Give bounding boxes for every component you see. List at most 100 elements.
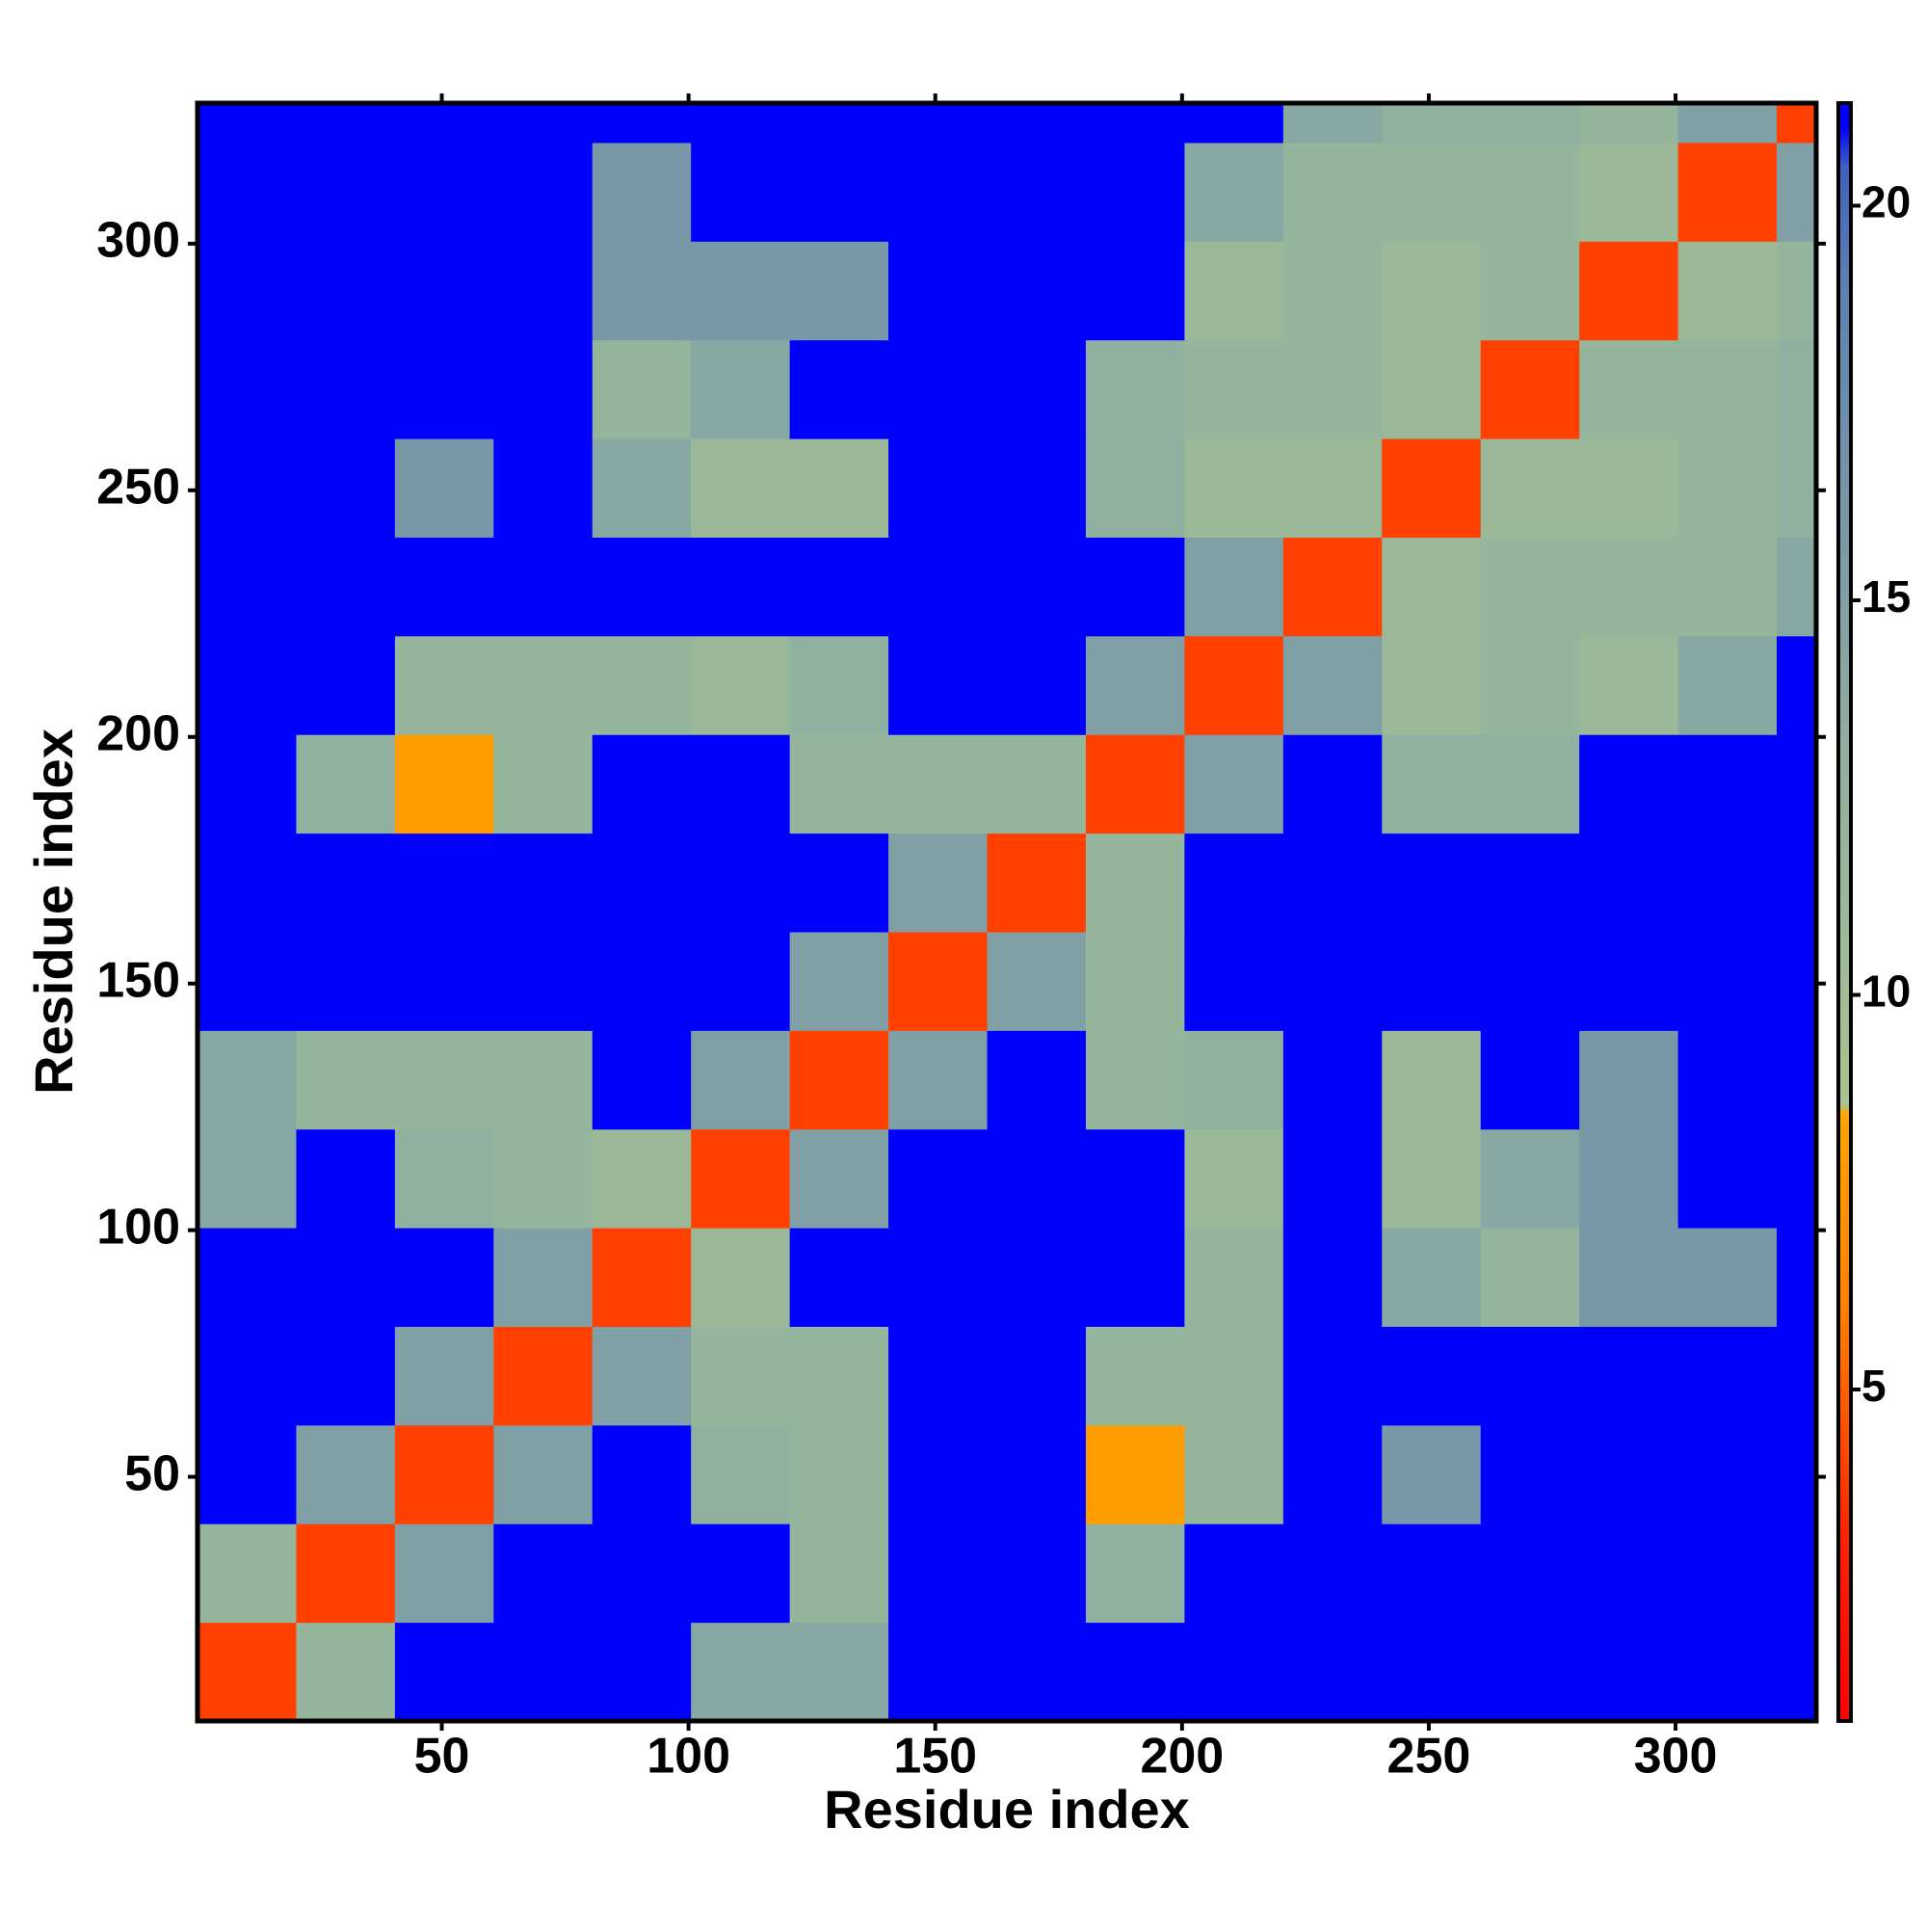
heatmap-cell — [493, 241, 594, 341]
y-tick-label: 250 — [96, 460, 180, 516]
heatmap-cell — [987, 635, 1087, 735]
heatmap-cell — [888, 833, 989, 933]
heatmap-cell — [1579, 833, 1679, 933]
heatmap-cell — [296, 1622, 396, 1722]
heatmap-cell — [592, 1030, 692, 1130]
heatmap-cell — [1579, 1228, 1679, 1327]
heatmap-cell — [987, 1128, 1087, 1229]
heatmap-cell — [888, 142, 989, 242]
heatmap-cell — [592, 833, 692, 933]
heatmap-cell — [296, 833, 396, 933]
heatmap-cell — [1085, 1128, 1185, 1229]
heatmap-cell — [198, 103, 297, 144]
heatmap-cell — [1382, 537, 1482, 637]
heatmap-cell — [493, 339, 594, 439]
heatmap-cell — [1184, 438, 1284, 538]
heatmap-cell — [198, 734, 297, 834]
heatmap-cell — [987, 142, 1087, 242]
heatmap-cell — [1677, 537, 1778, 637]
heatmap-cell — [1579, 241, 1679, 341]
heatmap-cell — [1677, 635, 1778, 735]
heatmap-cell — [987, 931, 1087, 1031]
heatmap-cell — [296, 635, 396, 735]
heatmap-cell — [987, 241, 1087, 341]
heatmap-cell — [296, 931, 396, 1031]
heatmap-cell — [789, 1326, 889, 1426]
heatmap-cell — [394, 931, 494, 1031]
heatmap-cell — [691, 1523, 791, 1624]
heatmap-cell — [1480, 438, 1580, 538]
heatmap-cell — [1085, 635, 1185, 735]
heatmap-cell — [198, 339, 297, 439]
heatmap-cell — [987, 1523, 1087, 1624]
heatmap-cell — [1184, 1424, 1284, 1524]
heatmap-cell — [592, 537, 692, 637]
heatmap-cell — [1282, 635, 1383, 735]
heatmap-cell — [1282, 241, 1383, 341]
heatmap-cell — [394, 537, 494, 637]
heatmap-cell — [987, 1030, 1087, 1130]
heatmap-cell — [1777, 635, 1817, 735]
heatmap-cell — [1382, 438, 1482, 538]
heatmap-cell — [888, 1326, 989, 1426]
colorbar-tick-label: 20 — [1861, 177, 1911, 227]
heatmap-cell — [1382, 1622, 1482, 1722]
heatmap-cell — [1382, 142, 1482, 242]
heatmap-cell — [888, 931, 989, 1031]
heatmap-cell — [1282, 833, 1383, 933]
heatmap-cell — [888, 1523, 989, 1624]
y-tick-label: 150 — [96, 952, 180, 1008]
heatmap-cell — [1480, 931, 1580, 1031]
heatmap-cell — [1282, 438, 1383, 538]
heatmap-cell — [1579, 1326, 1679, 1426]
heatmap-cell — [1184, 1128, 1284, 1229]
heatmap-cell — [888, 734, 989, 834]
heatmap-cell — [592, 142, 692, 242]
heatmap-cell — [1777, 438, 1817, 538]
heatmap-cell — [493, 537, 594, 637]
heatmap-cell — [987, 833, 1087, 933]
heatmap-cell — [888, 537, 989, 637]
heatmap-cell — [198, 1523, 297, 1624]
heatmap-cell — [493, 1128, 594, 1229]
heatmap-cell — [198, 1424, 297, 1524]
heatmap-cell — [592, 1523, 692, 1624]
heatmap-cell — [493, 1030, 594, 1130]
heatmap-cell — [691, 339, 791, 439]
heatmap-cell — [296, 1326, 396, 1426]
heatmap-cell — [1282, 537, 1383, 637]
heatmap-cell — [394, 438, 494, 538]
heatmap-cell — [1382, 1326, 1482, 1426]
heatmap-cell — [1382, 1424, 1482, 1524]
heatmap-cell — [493, 833, 594, 933]
heatmap-cell — [198, 1622, 297, 1722]
heatmap-cell — [691, 537, 791, 637]
heatmap-cell — [493, 635, 594, 735]
heatmap-cell — [1677, 438, 1778, 538]
heatmap-cell — [987, 1424, 1087, 1524]
heatmap-cell — [888, 438, 989, 538]
heatmap-cell — [1777, 1326, 1817, 1426]
heatmap-cell — [888, 1622, 989, 1722]
heatmap-cell — [1382, 833, 1482, 933]
heatmap-cell — [1382, 339, 1482, 439]
heatmap-cell — [198, 1128, 297, 1229]
heatmap-cell — [789, 1622, 889, 1722]
heatmap-cell — [198, 1326, 297, 1426]
heatmap-cell — [1085, 1326, 1185, 1426]
heatmap-cell — [394, 1128, 494, 1229]
heatmap-cell — [1777, 1030, 1817, 1130]
y-tick-label: 50 — [124, 1445, 180, 1501]
heatmap-cell — [1579, 734, 1679, 834]
heatmap-cell — [987, 1622, 1087, 1722]
heatmap-cell — [987, 438, 1087, 538]
heatmap-cell — [1282, 1128, 1383, 1229]
heatmap-cell — [789, 1523, 889, 1624]
heatmap-cell — [394, 241, 494, 341]
colorbar-tick-label: 10 — [1861, 966, 1911, 1017]
heatmap-cell — [493, 1228, 594, 1327]
heatmap-cell — [592, 1622, 692, 1722]
heatmap-cell — [394, 103, 494, 144]
